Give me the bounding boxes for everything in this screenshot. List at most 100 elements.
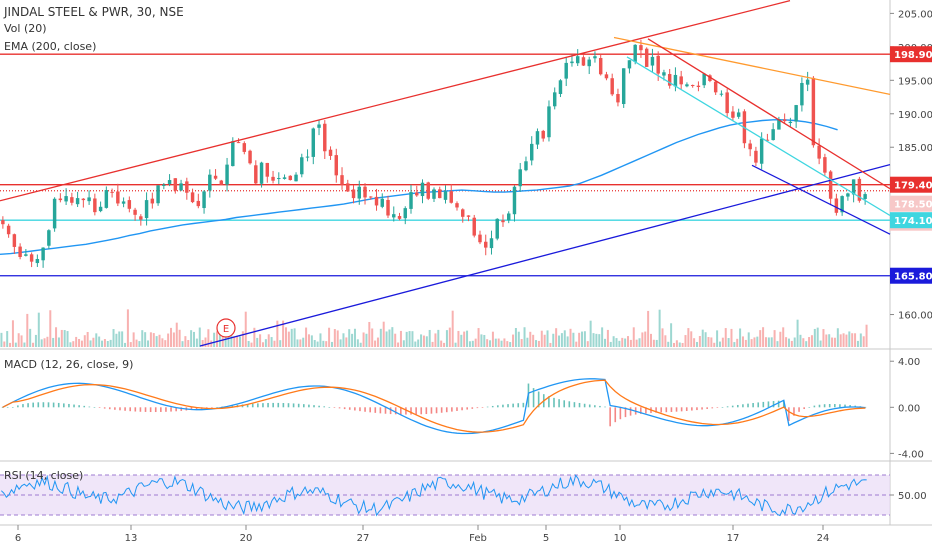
candle-body [323, 123, 327, 152]
candle-body [644, 48, 649, 67]
x-tick-label: 24 [817, 533, 830, 544]
x-tick-label: 17 [727, 533, 740, 544]
rsi-line [0, 474, 867, 517]
volume-bar [770, 337, 773, 347]
volume-bar [106, 341, 109, 347]
volume-bar [385, 331, 388, 347]
volume-bar [621, 337, 624, 347]
y-tick-label: 185.00 [898, 143, 932, 154]
legend-rsi[interactable]: RSI (14, close) [4, 469, 84, 482]
candle-body [846, 193, 850, 197]
trendline [647, 38, 891, 190]
macd-tick-label: 0.00 [898, 403, 920, 414]
volume-bar [273, 340, 276, 347]
volume-bar [710, 337, 713, 347]
volume-bar [512, 334, 515, 347]
candle-body [811, 77, 816, 146]
y-tick-label: 190.00 [898, 110, 932, 121]
volume-bar [253, 327, 256, 347]
volume-bar [141, 330, 144, 347]
volume-bar [305, 327, 308, 347]
x-tick-label: 10 [614, 533, 627, 544]
volume-bar [63, 330, 66, 347]
macd-histogram-bar [343, 407, 346, 410]
macd-histogram-bar [410, 407, 412, 415]
volume-bar [17, 333, 20, 347]
volume-bar [454, 342, 457, 347]
macd-histogram-bar [73, 404, 75, 408]
volume-bar [618, 340, 621, 347]
volume-bar [428, 329, 431, 347]
volume-bar [152, 333, 155, 347]
candle-body [564, 62, 568, 79]
volume-bar [569, 328, 572, 347]
volume-bar [181, 341, 184, 347]
candle-body [708, 75, 712, 81]
macd-histogram-bar [359, 407, 361, 412]
volume-bar [394, 333, 397, 347]
candle-body [41, 247, 45, 261]
volume-bar [147, 340, 150, 347]
candle-body [771, 129, 775, 141]
candle-body [288, 175, 293, 181]
volume-bar [328, 327, 331, 347]
volume-bar [296, 339, 299, 347]
macd-histogram-bar [154, 407, 157, 413]
candle-body [18, 246, 22, 257]
candle-body [357, 186, 361, 199]
volume-bar [750, 339, 753, 347]
macd-tick-label: 4.00 [898, 357, 920, 368]
macd-histogram-bar [425, 407, 428, 415]
volume-bar [494, 338, 497, 347]
volume-bar [724, 328, 727, 347]
macd-histogram-bar [471, 407, 474, 409]
volume-bar [417, 339, 420, 347]
volume-bar [187, 340, 190, 347]
legend-macd[interactable]: MACD (12, 26, close, 9) [4, 358, 134, 371]
volume-bar [362, 332, 365, 347]
candle-body [782, 119, 787, 122]
candle-body [35, 258, 40, 264]
volume-bar [647, 310, 650, 347]
macd-histogram-bar [190, 407, 193, 411]
volume-bar [463, 331, 466, 347]
candle-body [271, 176, 275, 181]
candle-body [415, 192, 419, 196]
macd-histogram-bar [517, 403, 520, 408]
candle-body [24, 254, 28, 256]
macd-histogram-bar [180, 407, 183, 411]
volume-bar [23, 342, 26, 347]
volume-bar [190, 330, 193, 347]
macd-histogram-bar [134, 407, 137, 412]
volume-bar [733, 342, 736, 347]
macd-histogram-bar [114, 407, 116, 410]
price-badge-label: 174.10 [894, 216, 932, 227]
volume-bar [204, 337, 207, 347]
macd-histogram-bar [149, 407, 152, 413]
volume-bar [115, 333, 118, 347]
volume-bar [661, 328, 664, 347]
volume-bar [391, 327, 394, 347]
event-marker[interactable]: E [216, 318, 236, 338]
volume-bar [11, 320, 14, 347]
candle-body [225, 164, 229, 185]
legend-ema[interactable]: EMA (200, close) [4, 40, 97, 53]
macd-histogram-bar [604, 406, 606, 408]
volume-bar [405, 331, 408, 347]
volume-bar [144, 332, 147, 347]
macd-histogram-bar [731, 405, 734, 408]
y-tick-label: 205.00 [898, 9, 932, 20]
candle-body [604, 74, 609, 79]
volume-bar [34, 334, 37, 347]
price-badge-label: 165.80 [894, 272, 932, 283]
candle-body [828, 171, 833, 199]
candle-body [156, 185, 160, 204]
volume-bar [483, 334, 486, 347]
candle-body [713, 81, 718, 93]
macd-histogram-bar [670, 407, 673, 412]
macd-histogram-bar [512, 403, 514, 408]
candle-body [70, 197, 74, 203]
legend-volume[interactable]: Vol (20) [4, 22, 47, 35]
macd-histogram-bar [537, 391, 540, 408]
